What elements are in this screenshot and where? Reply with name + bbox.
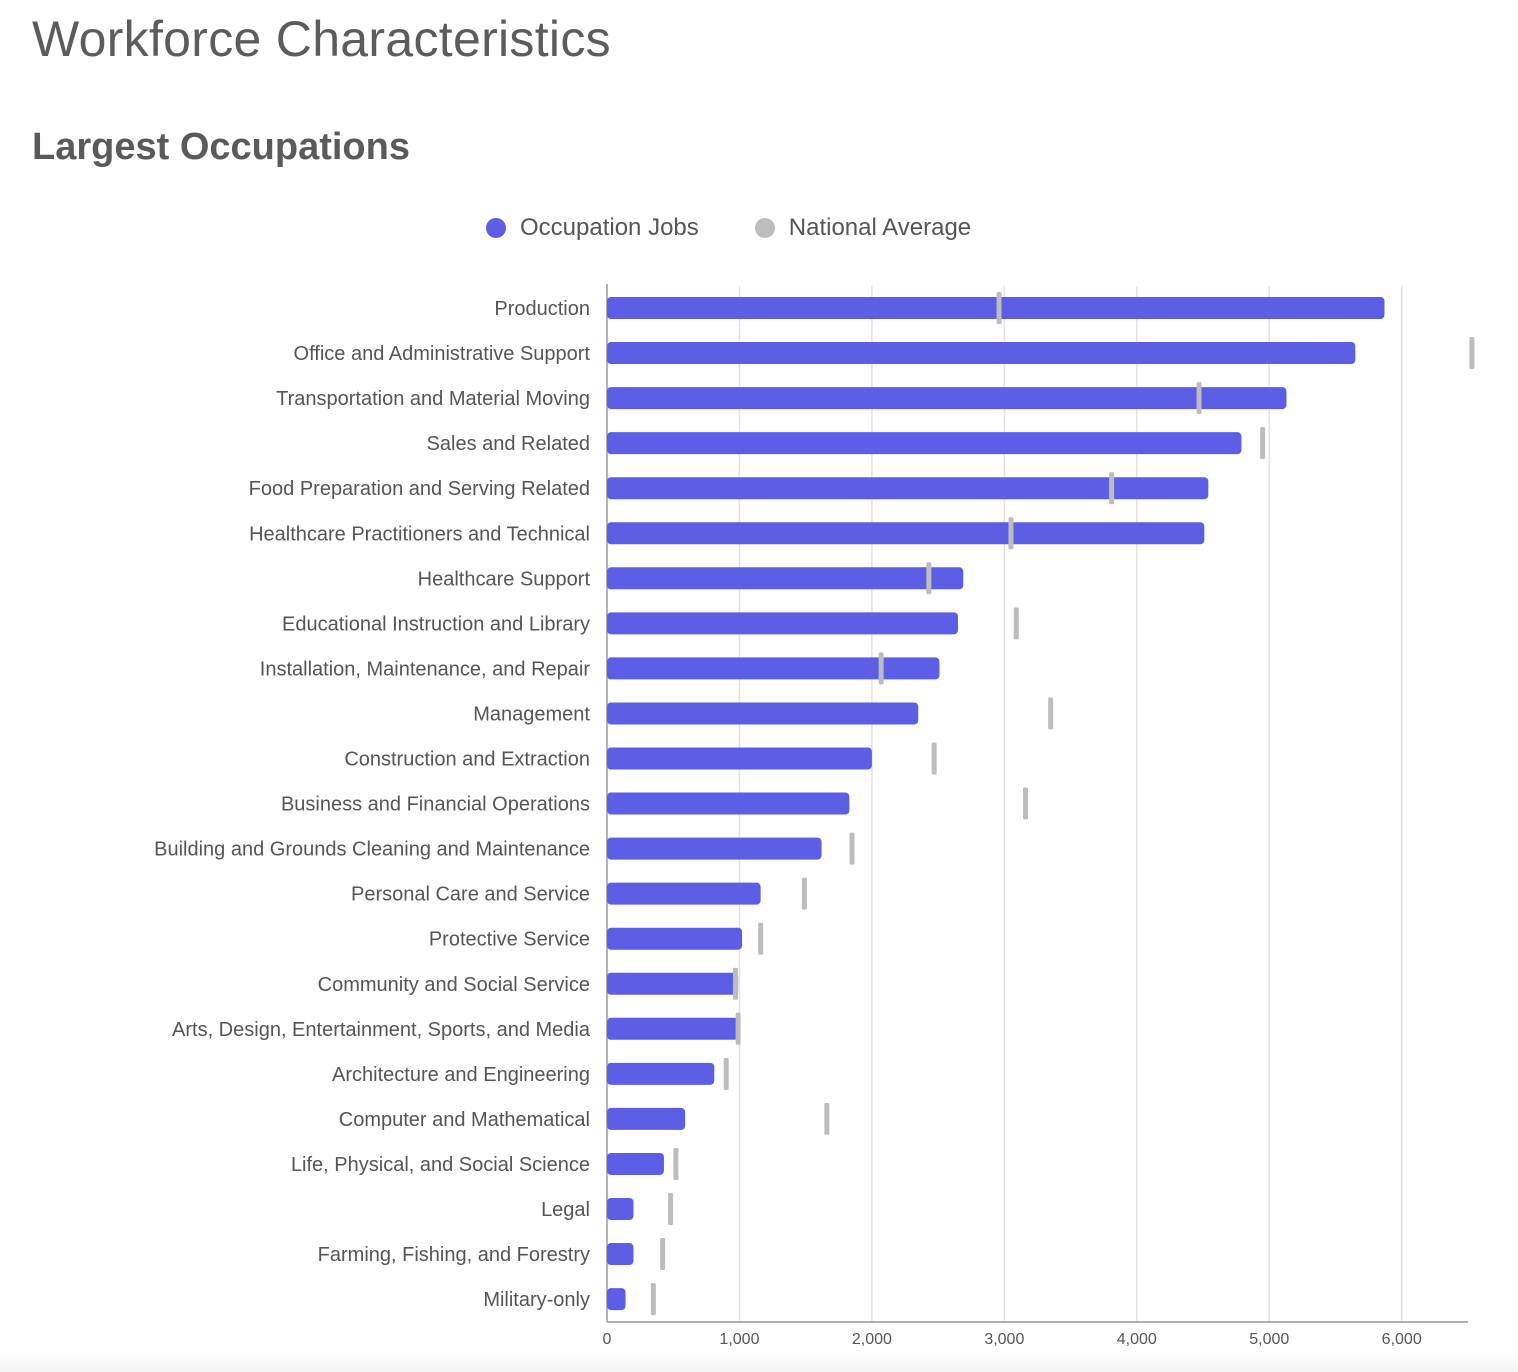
category-label: Protective Service bbox=[429, 929, 590, 951]
bottom-strip bbox=[0, 1352, 1518, 1372]
x-tick-label: 0 bbox=[603, 1331, 612, 1348]
bar-occupation-jobs[interactable] bbox=[607, 1062, 715, 1085]
x-tick-label: 6,000 bbox=[1382, 1331, 1422, 1348]
category-label: Educational Instruction and Library bbox=[282, 613, 590, 635]
marker-national-average[interactable] bbox=[1109, 472, 1115, 505]
legend-item-national-average[interactable]: National Average bbox=[754, 214, 972, 242]
bar-occupation-jobs[interactable] bbox=[607, 837, 822, 860]
bar-occupation-jobs[interactable] bbox=[607, 567, 964, 590]
category-label: Architecture and Engineering bbox=[332, 1064, 590, 1086]
marker-national-average[interactable] bbox=[668, 1193, 674, 1225]
x-tick-label: 3,000 bbox=[984, 1331, 1024, 1348]
category-label: Legal bbox=[541, 1199, 590, 1221]
category-label: Computer and Mathematical bbox=[339, 1109, 590, 1131]
marker-national-average[interactable] bbox=[996, 292, 1002, 324]
bar-occupation-jobs[interactable] bbox=[607, 1017, 739, 1040]
bar-occupation-jobs[interactable] bbox=[607, 657, 940, 680]
marker-national-average[interactable] bbox=[1196, 382, 1202, 415]
category-label: Installation, Maintenance, and Repair bbox=[260, 658, 591, 680]
x-tick-label: 4,000 bbox=[1117, 1331, 1157, 1348]
bar-occupation-jobs[interactable] bbox=[607, 477, 1209, 500]
bar-occupation-jobs[interactable] bbox=[607, 702, 919, 725]
category-label: Farming, Fishing, and Forestry bbox=[318, 1244, 590, 1266]
category-label: Building and Grounds Cleaning and Mainte… bbox=[154, 839, 590, 861]
category-label: Business and Financial Operations bbox=[281, 794, 590, 816]
bar-occupation-jobs[interactable] bbox=[607, 882, 761, 905]
marker-national-average[interactable] bbox=[1469, 337, 1475, 370]
category-label: Sales and Related bbox=[427, 433, 590, 455]
category-label: Food Preparation and Serving Related bbox=[249, 478, 590, 500]
category-label: Healthcare Practitioners and Technical bbox=[249, 523, 590, 545]
category-label: Transportation and Material Moving bbox=[276, 388, 590, 410]
category-label: Production bbox=[494, 298, 590, 320]
marker-national-average[interactable] bbox=[878, 652, 884, 685]
legend-swatch-occupation-jobs bbox=[486, 218, 506, 238]
marker-national-average[interactable] bbox=[926, 562, 932, 595]
bar-occupation-jobs[interactable] bbox=[607, 1152, 664, 1175]
bar-occupation-jobs[interactable] bbox=[607, 612, 958, 635]
category-label: Arts, Design, Entertainment, Sports, and… bbox=[172, 1019, 591, 1041]
bar-occupation-jobs[interactable] bbox=[607, 1288, 626, 1311]
marker-national-average[interactable] bbox=[732, 967, 738, 1000]
legend-item-occupation-jobs[interactable]: Occupation Jobs bbox=[486, 214, 699, 242]
marker-national-average[interactable] bbox=[824, 1102, 830, 1135]
category-label: Life, Physical, and Social Science bbox=[291, 1154, 590, 1176]
category-label: Management bbox=[473, 703, 590, 725]
bar-occupation-jobs[interactable] bbox=[607, 972, 739, 995]
marker-national-average[interactable] bbox=[1008, 517, 1014, 550]
page-title: Workforce Characteristics bbox=[32, 11, 611, 67]
category-label: Personal Care and Service bbox=[351, 884, 590, 906]
bar-occupation-jobs[interactable] bbox=[607, 387, 1287, 410]
category-label: Healthcare Support bbox=[418, 568, 591, 590]
marker-national-average[interactable] bbox=[650, 1283, 656, 1316]
marker-national-average[interactable] bbox=[1023, 787, 1029, 820]
bar-occupation-jobs[interactable] bbox=[607, 432, 1242, 455]
x-tick-label: 1,000 bbox=[719, 1331, 759, 1348]
x-tick-label: 2,000 bbox=[852, 1331, 892, 1348]
section-title: Largest Occupations bbox=[32, 126, 410, 168]
marker-national-average[interactable] bbox=[660, 1238, 666, 1271]
category-label: Military-only bbox=[483, 1289, 590, 1311]
bar-occupation-jobs[interactable] bbox=[607, 1243, 634, 1266]
bar-occupation-jobs[interactable] bbox=[607, 927, 743, 950]
marker-national-average[interactable] bbox=[735, 1012, 741, 1045]
marker-national-average[interactable] bbox=[1048, 697, 1054, 730]
category-label: Community and Social Service bbox=[318, 974, 590, 996]
marker-national-average[interactable] bbox=[723, 1057, 729, 1090]
marker-national-average[interactable] bbox=[849, 832, 855, 865]
marker-national-average[interactable] bbox=[1260, 427, 1266, 460]
marker-national-average[interactable] bbox=[758, 922, 764, 955]
marker-national-average[interactable] bbox=[673, 1147, 679, 1180]
legend-label-occupation-jobs: Occupation Jobs bbox=[520, 214, 699, 241]
x-tick-label: 5,000 bbox=[1249, 1331, 1289, 1348]
bar-occupation-jobs[interactable] bbox=[607, 792, 850, 815]
bar-occupation-jobs[interactable] bbox=[607, 522, 1205, 545]
legend-label-national-average: National Average bbox=[788, 214, 972, 241]
marker-national-average[interactable] bbox=[931, 742, 937, 775]
bar-occupation-jobs[interactable] bbox=[607, 297, 1385, 319]
bar-occupation-jobs[interactable] bbox=[607, 342, 1356, 365]
bar-occupation-jobs[interactable] bbox=[607, 1107, 686, 1130]
category-label: Office and Administrative Support bbox=[294, 343, 591, 365]
category-label: Construction and Extraction bbox=[344, 749, 590, 771]
chart-legend: Occupation Jobs National Average bbox=[486, 214, 1027, 242]
bar-occupation-jobs[interactable] bbox=[607, 747, 872, 770]
legend-swatch-national-average bbox=[754, 218, 775, 238]
bar-occupation-jobs[interactable] bbox=[607, 1198, 634, 1220]
marker-national-average[interactable] bbox=[1013, 607, 1019, 640]
marker-national-average[interactable] bbox=[801, 877, 807, 910]
